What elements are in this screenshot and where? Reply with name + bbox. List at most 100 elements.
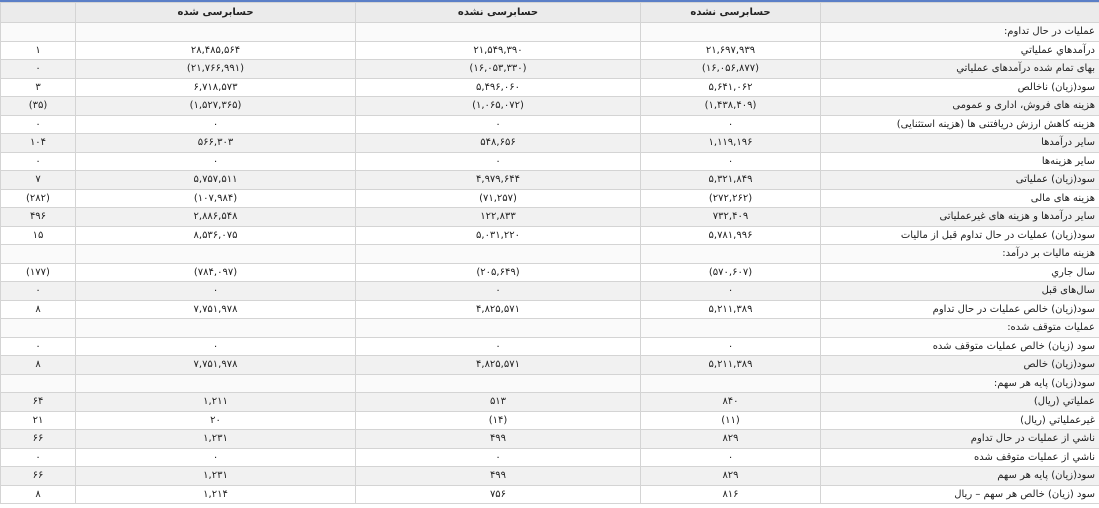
value-cell: ۰ [75, 281, 356, 301]
table-row: هزینه کاهش ارزش دریافتنی ها (هزينه استثن… [0, 114, 1099, 134]
row-label: سود(زيان) خالص [820, 355, 1099, 375]
value-cell [640, 318, 821, 338]
value-cell [0, 22, 76, 42]
value-cell: ۲۸,۴۸۵,۵۶۴ [75, 40, 356, 60]
row-label: سایر هزینه‌ها [820, 151, 1099, 171]
table-row: عمليات متوقف شده: [0, 318, 1099, 338]
table-row: بهاى تمام شده درآمدهای عملياتي (۱۶,۰۵۶,۸۷… [0, 59, 1099, 79]
row-label: عمليات متوقف شده: [820, 318, 1099, 338]
value-cell: (۱۷۷) [0, 262, 76, 282]
value-cell: ۸ [0, 484, 76, 504]
value-cell: ۰ [640, 151, 821, 171]
value-cell: ۴,۹۷۹,۶۴۴ [355, 170, 641, 190]
value-cell: ۸۴۰ [640, 392, 821, 412]
value-cell: ۸,۵۳۶,۰۷۵ [75, 225, 356, 245]
value-cell: ۰ [75, 336, 356, 356]
value-cell: ۲۱,۵۴۹,۳۹۰ [355, 40, 641, 60]
value-cell: (۲۸۲) [0, 188, 76, 208]
value-cell: ۰ [0, 281, 76, 301]
value-cell: ۴۹۶ [0, 207, 76, 227]
value-cell: ۱,۲۳۱ [75, 466, 356, 486]
row-label: عملياتي (ريال) [820, 392, 1099, 412]
row-label: هزينه هاى مالى [820, 188, 1099, 208]
value-cell [355, 22, 641, 42]
value-cell: ۵,۷۵۷,۵۱۱ [75, 170, 356, 190]
value-cell: ۷۳۲,۴۰۹ [640, 207, 821, 227]
value-cell [0, 318, 76, 338]
value-cell: ۵,۳۲۱,۸۴۹ [640, 170, 821, 190]
table-row: سایر هزینه‌ها ۰ ۰ ۰ ۰ [0, 151, 1099, 171]
value-cell [640, 373, 821, 393]
row-label: ساير درآمدها و هزينه هاى غيرعملياتى [820, 207, 1099, 227]
value-cell: ۲۱,۶۹۷,۹۳۹ [640, 40, 821, 60]
row-label: سود(زيان) پايه هر سهم [820, 466, 1099, 486]
value-cell: ۱۵ [0, 225, 76, 245]
value-cell: ۰ [355, 447, 641, 467]
value-cell: ۵,۷۸۱,۹۹۶ [640, 225, 821, 245]
value-cell: ۰ [640, 336, 821, 356]
table-row: غيرعملياتي (ريال) (۱۱) (۱۴) ۲۰ ۲۱ [0, 410, 1099, 430]
value-cell [75, 244, 356, 264]
table-row: سود(زيان) عملياتى ۵,۳۲۱,۸۴۹ ۴,۹۷۹,۶۴۴ ۵,۷۵۷… [0, 170, 1099, 190]
value-cell: ۷,۷۵۱,۹۷۸ [75, 299, 356, 319]
value-cell: ۴۹۹ [355, 466, 641, 486]
value-cell: ۵,۰۳۱,۲۲۰ [355, 225, 641, 245]
value-cell: ۷ [0, 170, 76, 190]
row-label: ساير درآمدها [820, 133, 1099, 153]
value-cell: ۰ [355, 336, 641, 356]
table-row: سال جاري (۵۷۰,۶۰۷) (۲۰۵,۶۴۹) (۷۸۴,۰۹۷) (۱۷۷) [0, 262, 1099, 282]
value-cell: (۱۶,۰۵۳,۳۳۰) [355, 59, 641, 79]
table-row: هزينه هاى فروش، ادارى و عمومى (۱,۴۳۸,۴۰۹)… [0, 96, 1099, 116]
value-cell: ۲,۸۸۶,۵۴۸ [75, 207, 356, 227]
row-label: هزینه کاهش ارزش دریافتنی ها (هزينه استثن… [820, 114, 1099, 134]
row-label: سال جاري [820, 262, 1099, 282]
value-cell: ۰ [0, 151, 76, 171]
row-label: ناشي از عمليات در حال تداوم [820, 429, 1099, 449]
table-row: هزينه ماليات بر درآمد: [0, 244, 1099, 264]
value-cell: ۶,۷۱۸,۵۷۳ [75, 77, 356, 97]
value-cell: ۸۱۶ [640, 484, 821, 504]
header-cell: حسابرسی نشده [640, 2, 821, 23]
value-cell: (۱۰۷,۹۸۴) [75, 188, 356, 208]
value-cell: ۴۹۹ [355, 429, 641, 449]
table-row: درآمدهاي عملياتي ۲۱,۶۹۷,۹۳۹ ۲۱,۵۴۹,۳۹۰ ۲۸,۴… [0, 40, 1099, 60]
table-row: ناشي از عمليات متوقف شده ۰ ۰ ۰ ۰ [0, 447, 1099, 467]
value-cell: ۵,۶۴۱,۰۶۲ [640, 77, 821, 97]
table-row: عملیات در حال تداوم: [0, 22, 1099, 42]
row-label: هزينه ماليات بر درآمد: [820, 244, 1099, 264]
value-cell: ۵۴۸,۶۵۶ [355, 133, 641, 153]
value-cell: ۳ [0, 77, 76, 97]
row-label: عملیات در حال تداوم: [820, 22, 1099, 42]
value-cell: ۵۶۶,۳۰۳ [75, 133, 356, 153]
row-label: سود (زيان) خالص هر سهم – ريال [820, 484, 1099, 504]
value-cell: ۰ [0, 59, 76, 79]
row-label: سود (زيان) خالص عمليات متوقف شده [820, 336, 1099, 356]
value-cell [75, 318, 356, 338]
value-cell: ۵۱۳ [355, 392, 641, 412]
value-cell: (۱,۰۶۵,۰۷۲) [355, 96, 641, 116]
value-cell: ۱,۲۱۴ [75, 484, 356, 504]
value-cell [355, 318, 641, 338]
row-label: ناشي از عمليات متوقف شده [820, 447, 1099, 467]
value-cell: ۱,۱۱۹,۱۹۶ [640, 133, 821, 153]
table-row: هزينه هاى مالى (۲۷۲,۲۶۲) (۷۱,۲۵۷) (۱۰۷,۹۸۴)… [0, 188, 1099, 208]
row-label: هزينه هاى فروش، ادارى و عمومى [820, 96, 1099, 116]
header-cell: حسابرسی نشده [355, 2, 641, 23]
value-cell: (۱,۵۲۷,۳۶۵) [75, 96, 356, 116]
value-cell [0, 244, 76, 264]
table-row: ناشي از عمليات در حال تداوم ۸۲۹ ۴۹۹ ۱,۲۳۱ ۶۶ [0, 429, 1099, 449]
value-cell: ۶۴ [0, 392, 76, 412]
value-cell: (۵۷۰,۶۰۷) [640, 262, 821, 282]
table-row: سود(زيان) پايه هر سهم: [0, 373, 1099, 393]
value-cell: ۲۰ [75, 410, 356, 430]
header-cell [0, 2, 76, 23]
table-row: عملياتي (ريال) ۸۴۰ ۵۱۳ ۱,۲۱۱ ۶۴ [0, 392, 1099, 412]
table-row: سود(زيان) ناخالص ۵,۶۴۱,۰۶۲ ۵,۴۹۶,۰۶۰ ۶,۷۱۸,… [0, 77, 1099, 97]
value-cell: (۳۵) [0, 96, 76, 116]
value-cell: ۰ [640, 114, 821, 134]
value-cell: ۴,۸۲۵,۵۷۱ [355, 299, 641, 319]
value-cell: ۰ [640, 281, 821, 301]
value-cell: (۲۰۵,۶۴۹) [355, 262, 641, 282]
